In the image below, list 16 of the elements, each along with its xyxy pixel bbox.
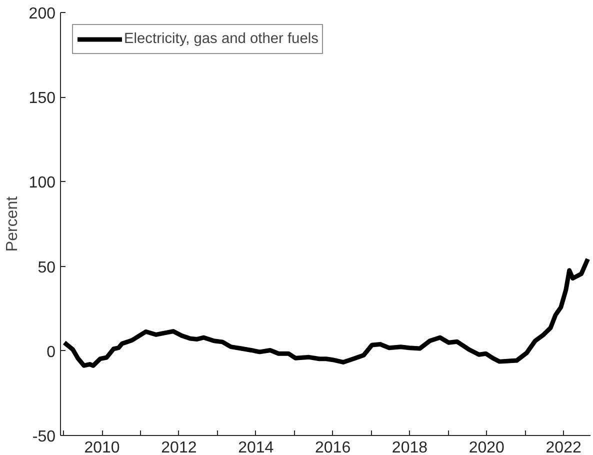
y-tick-label: 200 [28, 6, 56, 22]
y-tick-label: 150 [28, 90, 56, 108]
x-tick-label: 2010 [84, 440, 120, 455]
line-series [62, 256, 590, 368]
y-axis-title: Percent [4, 196, 21, 252]
y-tick-label: 50 [38, 259, 56, 276]
legend-label: Electricity, gas and other fuels [124, 31, 318, 47]
x-tick-label: 2020 [468, 440, 505, 455]
y-tick-label: 0 [46, 344, 56, 361]
x-tick-label: 2022 [546, 440, 582, 455]
x-tick-label: 2016 [315, 440, 351, 455]
y-tick-label: 100 [28, 174, 56, 192]
x-tick-label: 2012 [161, 440, 197, 455]
y-tick-label: -50 [32, 428, 56, 446]
x-tick-label: 2018 [392, 440, 428, 455]
x-tick-label: 2014 [238, 440, 274, 455]
